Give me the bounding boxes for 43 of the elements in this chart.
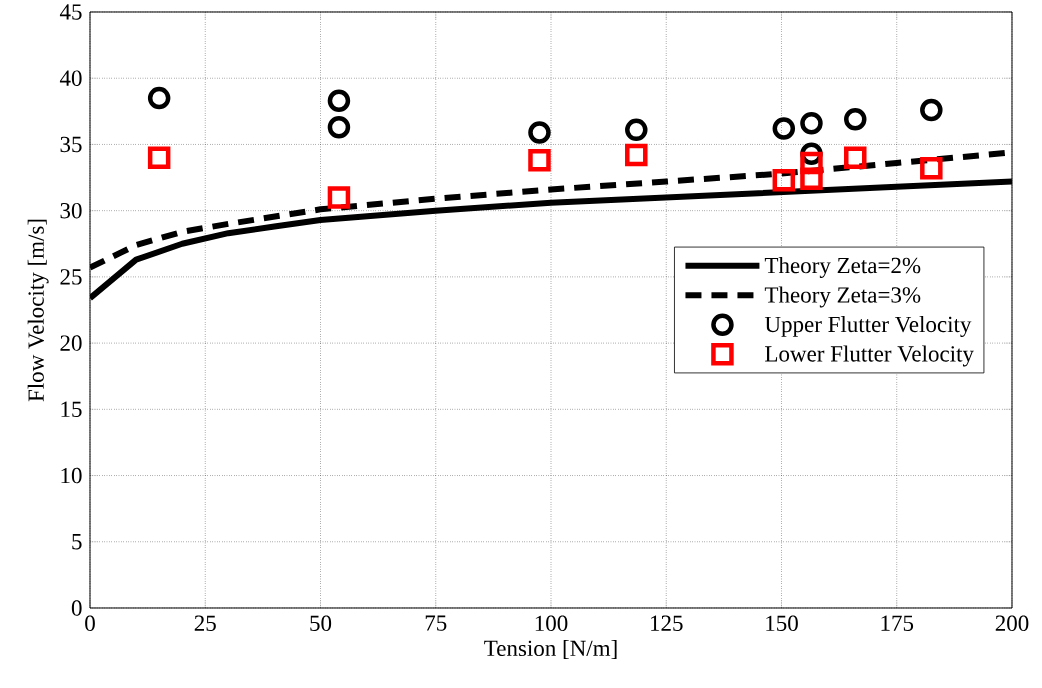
y-axis-title: Flow Velocity [m/s]: [27, 219, 49, 402]
y-tick-label: 0: [71, 600, 82, 616]
legend-label: Theory Zeta=2%: [764, 257, 921, 279]
x-tick-label: 75: [425, 615, 447, 631]
x-tick-label: 175: [881, 615, 914, 631]
point: [327, 186, 351, 209]
x-tick-label: 50: [310, 615, 332, 632]
y-tick-label: 20: [60, 335, 82, 351]
y-tick-label: 25: [60, 269, 82, 285]
point: [528, 149, 551, 172]
legend-label: Lower Flutter Velocity: [765, 345, 974, 367]
x-tick-label: 25: [194, 615, 216, 631]
point: [800, 112, 823, 135]
x-tick-label: 150: [766, 615, 798, 632]
point: [147, 86, 171, 110]
y-tick-label: 10: [61, 467, 82, 484]
point: [800, 167, 823, 191]
point: [327, 89, 351, 112]
x-tick-label: 0: [85, 615, 95, 632]
point: [625, 143, 648, 167]
legend-label: Theory Zeta=3%: [764, 286, 921, 308]
point: [800, 151, 823, 175]
y-tick-label: 15: [61, 401, 82, 418]
point: [327, 115, 351, 139]
point: [147, 146, 171, 169]
x-tick-label: 200: [995, 615, 1029, 632]
point: [625, 118, 648, 142]
y-tick-label: 5: [72, 534, 82, 550]
point: [844, 146, 867, 169]
y-tick-label: 35: [60, 136, 82, 153]
legend-label: Upper Flutter Velocity: [764, 315, 972, 337]
x-tick-label: 100: [535, 615, 568, 632]
y-tick-label: 45: [59, 4, 82, 20]
point: [772, 117, 796, 140]
point: [772, 168, 796, 192]
point: [920, 157, 943, 180]
x-tick-label: 125: [651, 615, 683, 631]
point: [920, 98, 943, 122]
y-tick-label: 40: [59, 70, 82, 86]
point: [528, 121, 551, 144]
point: [844, 108, 867, 131]
x-axis-title: Tension [N/m]: [484, 639, 617, 659]
y-tick-label: 30: [60, 202, 82, 219]
